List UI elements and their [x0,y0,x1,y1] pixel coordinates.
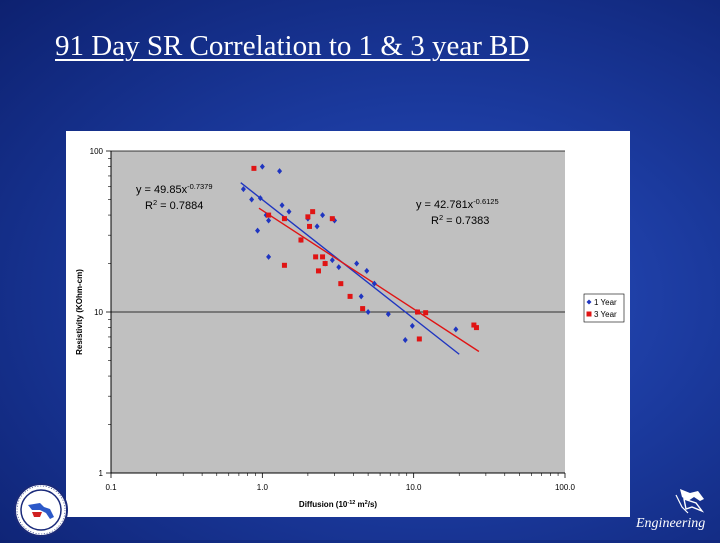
data-point-series-2 [360,306,366,312]
data-point-series-2 [266,212,272,218]
data-point-series-2 [329,216,335,222]
data-point-series-1 [409,322,415,329]
trendline-equation-2: y = 42.781x-0.6125 [416,197,499,212]
data-point-series-2 [338,281,344,287]
x-axis-title: Diffusion (10-12 m2/s) [299,500,377,509]
legend-marker-2 [586,311,592,317]
data-point-series-1 [249,196,255,203]
trendline-1 [240,182,460,355]
chart-frame: 0.1 1.0 10.0 100.0 1 10 100 Diffusion (10-12 m2… [66,131,630,517]
data-point-series-2 [307,223,313,229]
data-point-series-2 [320,254,326,260]
data-point-series-1 [286,208,292,215]
trendline-2 [258,207,480,353]
data-point-series-2 [347,293,353,299]
data-point-series-2 [251,165,257,171]
data-point-series-1 [266,253,272,260]
data-point-series-1 [259,163,265,170]
data-point-series-1 [320,212,326,219]
state-seal-icon [10,483,72,538]
x-tick-label: 1.0 [257,483,269,492]
engineering-text: Engineering [636,516,706,531]
y-axis-title: Resistivity (KOhm-cm) [75,269,84,355]
data-point-series-2 [473,325,479,331]
r-squared-2: R2 = 0.7383 [431,213,489,228]
legend-marker-1 [586,299,592,305]
slide-title: 91 Day SR Correlation to 1 & 3 year BD [55,30,530,62]
data-point-series-1 [453,326,459,333]
data-point-series-1 [358,293,364,300]
data-point-series-1 [336,264,342,271]
x-tick-label: 10.0 [406,483,422,492]
data-point-series-1 [402,337,408,344]
data-point-series-1 [385,311,391,318]
data-point-series-2 [313,254,319,260]
data-point-series-1 [266,217,272,224]
legend-box [583,293,625,323]
data-point-series-2 [414,309,420,315]
data-point-series-2 [305,214,311,220]
data-point-series-1 [365,309,371,315]
data-point-series-1 [277,168,283,175]
trendline-equation-1: y = 49.85x-0.7379 [136,182,213,197]
data-point-series-2 [315,268,321,274]
x-tick-label: 0.1 [105,483,117,492]
y-tick-label: 1 [99,469,104,478]
y-tick-label: 100 [90,147,104,156]
data-point-series-1 [354,260,360,267]
data-point-series-1 [329,257,335,264]
data-point-series-1 [314,223,320,230]
data-point-series-2 [281,216,287,222]
data-point-series-1 [257,195,263,202]
data-point-series-2 [471,322,477,328]
data-point-series-1 [255,227,261,234]
data-point-series-2 [322,261,328,267]
data-point-series-1 [371,280,377,287]
r-squared-1: R2 = 0.7884 [145,198,203,213]
y-tick-label: 10 [94,308,103,317]
data-point-series-1 [279,202,285,209]
data-point-series-2 [310,209,316,215]
data-point-series-2 [416,336,422,342]
data-point-series-2 [281,262,287,268]
x-tick-label: 100.0 [555,483,576,492]
data-point-series-2 [298,237,304,243]
legend-label-1: 1 Year [594,298,617,307]
engineering-logo-icon [632,485,718,540]
data-point-series-1 [240,186,246,193]
scatter-chart: 0.1 1.0 10.0 100.0 1 10 100 Diffusion (10-12 m2… [75,147,625,509]
legend-label-2: 3 Year [594,310,617,319]
data-point-series-2 [423,310,429,316]
data-point-series-1 [364,267,370,274]
